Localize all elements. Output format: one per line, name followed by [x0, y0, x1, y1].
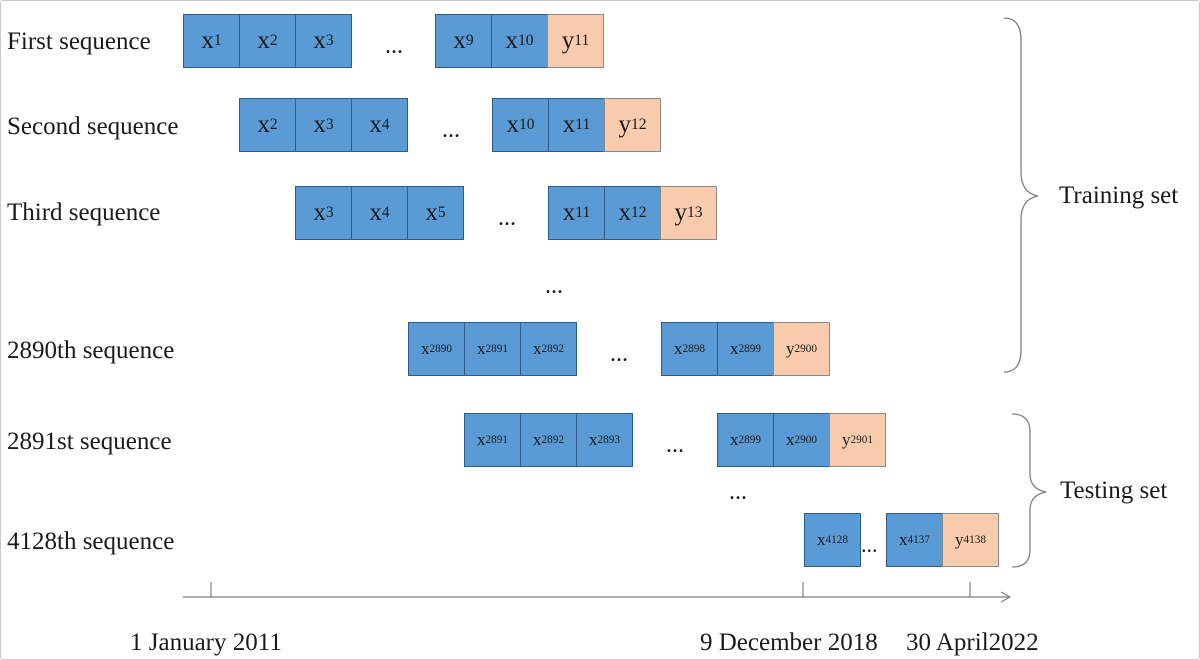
date-start: 1 January 2011	[130, 629, 282, 656]
ellipsis: ...	[498, 205, 516, 231]
sequence-cell: x 2891	[464, 322, 521, 376]
sequence-cell: x 4128	[804, 513, 861, 567]
sequence-cell: x 2893	[576, 413, 633, 467]
target-cell: y 13	[660, 186, 717, 240]
sequence-cell: x 11	[548, 186, 605, 240]
timeline-arrowhead	[1000, 591, 1012, 603]
sequence-cell: x 2900	[773, 413, 830, 467]
date-end: 30 April2022	[906, 629, 1039, 656]
sequence-cell: x 10	[491, 14, 548, 68]
date-split: 9 December 2018	[700, 629, 878, 656]
ellipsis: ...	[729, 479, 747, 505]
target-cell: y 2901	[829, 413, 886, 467]
row-label-2890th: 2890th sequence	[7, 337, 175, 364]
testing-set-label: Testing set	[1060, 477, 1168, 504]
training-set-label: Training set	[1059, 182, 1179, 209]
target-cell: y 4138	[942, 513, 999, 567]
sequence-cell: x 12	[604, 186, 661, 240]
row-label-4128th: 4128th sequence	[7, 528, 175, 555]
row-label-second: Second sequence	[7, 113, 179, 140]
sequence-cell: x 2899	[717, 322, 774, 376]
sequence-cell: x 2892	[520, 322, 577, 376]
target-cell: y 2900	[773, 322, 830, 376]
target-cell: y 12	[604, 98, 661, 152]
sequence-cell: x 10	[492, 98, 549, 152]
sequence-cell: x 2890	[408, 322, 465, 376]
ellipsis: ...	[385, 33, 403, 59]
row-label-2891st: 2891st sequence	[7, 428, 172, 455]
row-label-third: Third sequence	[7, 199, 161, 226]
target-cell: y 11	[547, 14, 604, 68]
ellipsis: ...	[442, 117, 460, 143]
ellipsis: ...	[861, 532, 878, 557]
ellipsis: ...	[666, 432, 684, 458]
ellipsis: ...	[545, 273, 563, 299]
training-brace	[1003, 17, 1039, 373]
row-label-first: First sequence	[7, 28, 151, 55]
ellipsis: ...	[610, 341, 628, 367]
testing-brace	[1011, 413, 1047, 568]
